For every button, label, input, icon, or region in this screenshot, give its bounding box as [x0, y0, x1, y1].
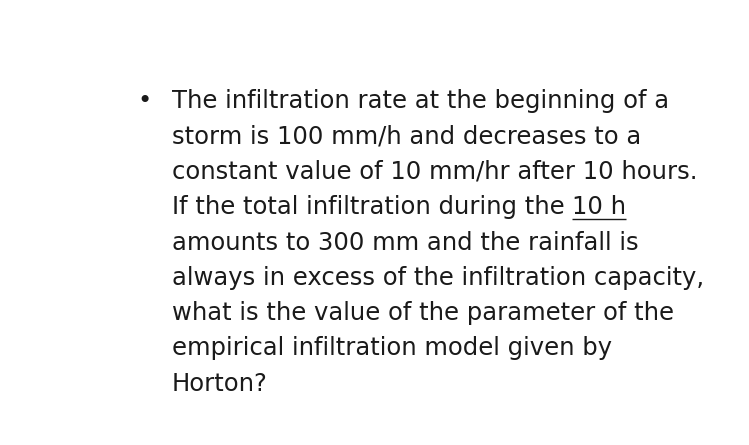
Text: constant value of 10 mm/hr after 10 hours.: constant value of 10 mm/hr after 10 hour…: [172, 160, 697, 184]
Text: empirical infiltration model given by: empirical infiltration model given by: [172, 336, 612, 360]
Text: The infiltration rate at the beginning of a: The infiltration rate at the beginning o…: [172, 89, 669, 113]
Text: what is the value of the parameter of the: what is the value of the parameter of th…: [172, 301, 674, 325]
Text: If the total infiltration during the: If the total infiltration during the: [172, 195, 572, 219]
Text: 10 h: 10 h: [572, 195, 626, 219]
Text: amounts to 300 mm and the rainfall is: amounts to 300 mm and the rainfall is: [172, 231, 639, 255]
Text: Horton?: Horton?: [172, 372, 268, 396]
Text: always in excess of the infiltration capacity,: always in excess of the infiltration cap…: [172, 266, 704, 290]
Text: •: •: [137, 89, 151, 113]
Text: storm is 100 mm/h and decreases to a: storm is 100 mm/h and decreases to a: [172, 125, 641, 149]
